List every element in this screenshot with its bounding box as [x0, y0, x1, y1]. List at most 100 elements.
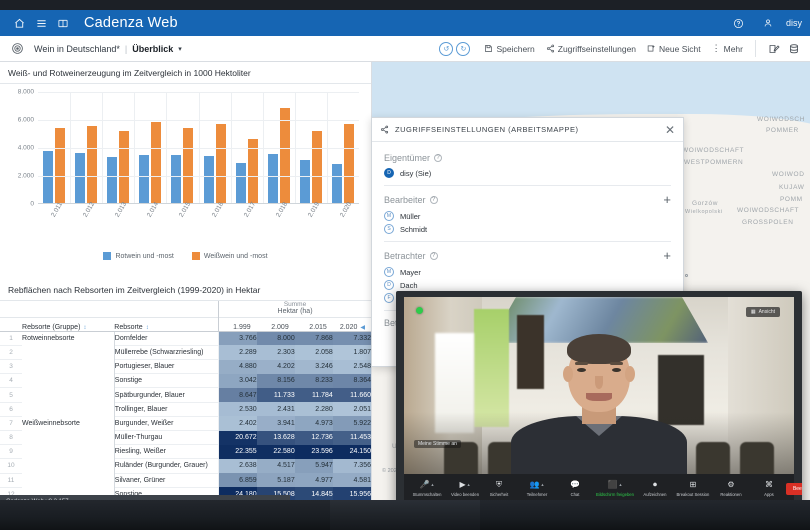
row-number: 3	[0, 359, 23, 375]
chevron-up-icon[interactable]: ▲	[540, 482, 545, 487]
database-icon[interactable]	[784, 39, 804, 59]
column-header-1[interactable]: Rebsorte ↕	[114, 317, 220, 332]
breadcrumb-view[interactable]: Überblick	[132, 43, 174, 54]
zoom-control-apps[interactable]: ⌘ Apps	[752, 480, 786, 498]
new-view-button[interactable]: Neue Sicht	[647, 44, 701, 54]
bar[interactable]	[299, 159, 310, 203]
zoom-control-teilnehmer[interactable]: 👥 ▲ Teilnehmer	[520, 480, 554, 498]
user-icon[interactable]	[757, 12, 779, 34]
cell-value: 1.807	[332, 345, 371, 360]
bar[interactable]	[331, 164, 342, 203]
add-person-button[interactable]: +	[663, 192, 671, 207]
cell-value: 11.453	[332, 430, 371, 445]
bar[interactable]	[171, 154, 182, 203]
end-meeting-button[interactable]: Beenden	[785, 482, 802, 495]
bar[interactable]	[235, 162, 246, 203]
bar[interactable]	[311, 131, 322, 203]
cell-value: 7.332	[332, 331, 371, 346]
cell-value: 2.280	[294, 402, 333, 417]
apps-icon: ⌘	[764, 480, 773, 489]
cell-variety: Sonstige	[114, 373, 220, 389]
menu-icon[interactable]	[30, 12, 52, 34]
bar[interactable]	[87, 126, 98, 203]
column-header-0[interactable]: Rebsorte (Gruppe) ↕	[22, 317, 115, 332]
book-icon[interactable]	[52, 12, 74, 34]
zoom-control-stummschalten[interactable]: 🎤 ▲ Stummschalten	[410, 480, 444, 498]
access-settings-button[interactable]: Zugriffseinstellungen	[546, 44, 636, 54]
undo-icon[interactable]: ↺	[439, 41, 454, 56]
chevron-up-icon[interactable]: ▲	[430, 482, 435, 487]
zoom-control-reaktionen[interactable]: ⚙ Reaktionen	[714, 480, 748, 498]
breadcrumb-workbook[interactable]: Wein in Deutschland*	[34, 43, 120, 54]
table-row[interactable]: 1 Rotweinnebsorte Dornfelder 3.766 8.000 7.86…	[0, 331, 371, 346]
table-row[interactable]: 3 Portugieser, Blauer 4.880 4.202 3.246 2.548	[0, 359, 371, 375]
add-person-button[interactable]: +	[663, 248, 671, 263]
column-header-2[interactable]: 1.999	[218, 317, 257, 332]
chevron-down-icon[interactable]: ▾	[178, 45, 182, 53]
x-axis-tick: 2.011	[50, 201, 65, 219]
bar[interactable]	[203, 155, 214, 203]
column-header-4[interactable]: 2.015	[294, 317, 333, 332]
redo-icon[interactable]: ↻	[456, 41, 471, 56]
table-row[interactable]: 11 Silvaner, Grüner 6.859 5.187 4.977 4.581	[0, 473, 371, 488]
help-icon[interactable]: ?	[429, 251, 438, 260]
help-icon[interactable]: ?	[434, 154, 443, 162]
column-header-5[interactable]: 2.020 ◀	[332, 317, 371, 332]
cell-value: 11.784	[294, 387, 333, 403]
zoom-control-aufzeichnen[interactable]: ⏺ Aufzeichnen	[638, 480, 672, 498]
edit-note-icon[interactable]	[764, 39, 784, 59]
table-row[interactable]: 9 Riesling, Weißer 22.355 22.580 23.596 24.15…	[0, 444, 371, 460]
sort-icon[interactable]: ↕	[145, 324, 149, 331]
sort-icon[interactable]: ↕	[83, 324, 87, 331]
bar[interactable]	[55, 127, 66, 203]
legend-swatch	[191, 252, 200, 260]
column-header-3[interactable]: 2.009	[256, 317, 295, 332]
zoom-control-chat[interactable]: 💬 Chat	[558, 480, 592, 498]
bar[interactable]	[119, 131, 130, 203]
cell-group	[22, 373, 115, 388]
person-row[interactable]: M Mayer	[384, 267, 671, 277]
person-row[interactable]: M Müller	[384, 211, 671, 221]
target-icon[interactable]	[6, 38, 28, 60]
table-row[interactable]: 5 Spätburgunder, Blauer 8.647 11.733 11.784 1…	[0, 387, 371, 403]
chevron-up-icon[interactable]: ▲	[618, 482, 623, 487]
legend-item[interactable]: Weißwein und -most	[191, 252, 268, 260]
bar[interactable]	[343, 124, 354, 203]
home-icon[interactable]	[8, 12, 30, 34]
help-icon[interactable]	[728, 12, 750, 34]
table-row[interactable]: 10 Ruländer (Burgunder, Grauer) 2.638 4.517…	[0, 458, 371, 474]
bar[interactable]	[75, 153, 86, 203]
scroll-left-icon[interactable]: ◀	[360, 324, 365, 331]
bar[interactable]	[279, 108, 290, 203]
control-label: Bildschirm freigeben	[596, 492, 634, 497]
table-row[interactable]: 6 Trollinger, Blauer 2.530 2.431 2.280 2.051	[0, 402, 371, 417]
bar[interactable]	[107, 156, 118, 203]
table-row[interactable]: 7 Weißweinnebsorte Burgunder, Weißer 2.402 3…	[0, 416, 371, 432]
save-button[interactable]: Speichern	[484, 44, 535, 54]
bar[interactable]	[151, 122, 162, 203]
zoom-control-breakout-session[interactable]: ⊞ Breakout Session	[676, 480, 710, 498]
bar[interactable]	[267, 153, 278, 203]
bar[interactable]	[215, 124, 226, 203]
table-row[interactable]: 8 Müller-Thurgau 20.672 13.628 12.736 11.453	[0, 430, 371, 446]
zoom-control-video-beenden[interactable]: ▶ ▲ Video beenden	[448, 480, 482, 498]
zoom-control-sicherheit[interactable]: ⛨ Sicherheit	[482, 480, 516, 498]
data-table-block: Summe Hektar (ha) Rebsorte (Gruppe) ↕ Rebs…	[0, 301, 371, 500]
person-row[interactable]: D Dach	[384, 280, 671, 290]
view-button[interactable]: ▦ Ansicht	[745, 307, 780, 317]
person-row[interactable]: S Schmidt	[384, 224, 671, 234]
bar[interactable]	[247, 138, 258, 203]
close-icon[interactable]: ✕	[664, 122, 675, 137]
bar[interactable]	[183, 127, 194, 203]
cell-value: 8.233	[294, 373, 333, 388]
legend-item[interactable]: Rotwein und -most	[103, 252, 174, 260]
table-row[interactable]: 2 Müllerrebe (Schwarzriesling) 2.289 2.303 2…	[0, 345, 371, 361]
more-button[interactable]: ⋮ Mehr	[712, 44, 743, 54]
bar[interactable]	[139, 155, 150, 203]
help-icon[interactable]: ?	[429, 195, 438, 204]
chevron-up-icon[interactable]: ▲	[466, 482, 471, 487]
zoom-control-bildschirm-freigeben[interactable]: ⬛ ▲ Bildschirm freigeben	[596, 480, 634, 498]
table-row[interactable]: 4 Sonstige 3.042 8.156 8.233 8.364	[0, 373, 371, 389]
map-label: POMM	[780, 196, 803, 203]
